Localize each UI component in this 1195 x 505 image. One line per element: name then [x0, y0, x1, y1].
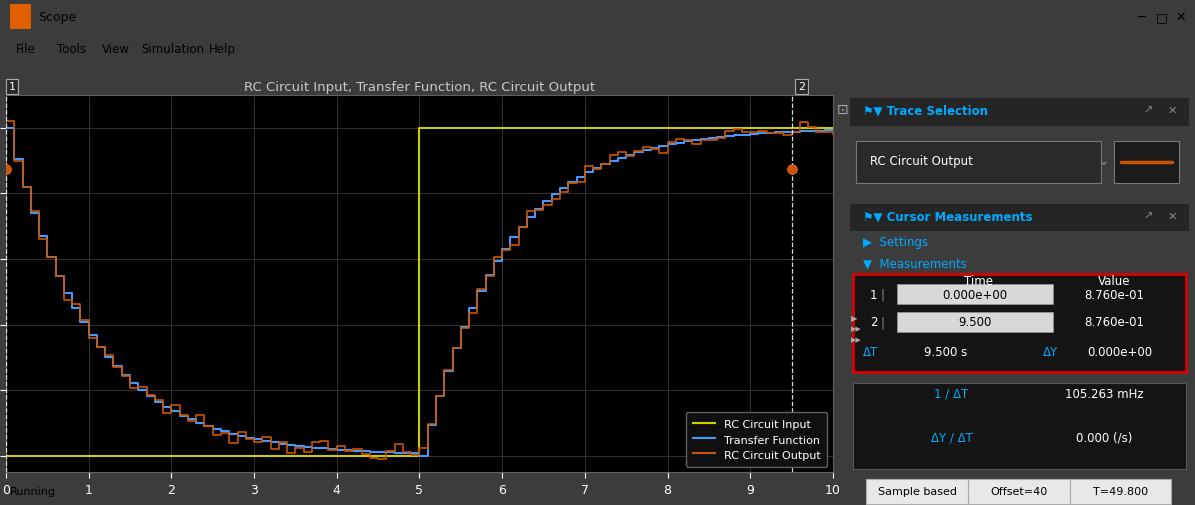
Text: RC Circuit Output: RC Circuit Output — [870, 155, 973, 167]
Bar — [850, 205, 1189, 231]
Text: Scope: Scope — [38, 11, 76, 24]
Text: |: | — [881, 316, 884, 328]
Text: Tools: Tools — [57, 43, 86, 56]
Bar — [853, 275, 1185, 372]
Text: Value: Value — [1098, 275, 1130, 288]
Text: ↗: ↗ — [1144, 106, 1153, 116]
Legend: RC Circuit Input, Transfer Function, RC Circuit Output: RC Circuit Input, Transfer Function, RC … — [686, 412, 827, 467]
Text: 9.500: 9.500 — [958, 316, 992, 328]
Text: ΔY: ΔY — [1043, 345, 1059, 358]
Text: 2: 2 — [870, 316, 877, 328]
Text: 9.500 s: 9.500 s — [924, 345, 968, 358]
Bar — [968, 479, 1070, 503]
Text: File: File — [16, 43, 36, 56]
Bar — [10, 6, 31, 30]
Text: Running: Running — [10, 486, 55, 496]
Text: Time: Time — [964, 275, 993, 288]
Text: ✕: ✕ — [1168, 212, 1177, 221]
Text: □: □ — [1156, 11, 1168, 24]
Text: ↗: ↗ — [1144, 212, 1153, 221]
Text: ⚑▼ Cursor Measurements: ⚑▼ Cursor Measurements — [863, 210, 1032, 223]
Text: ▶: ▶ — [851, 314, 858, 322]
Text: 0.000 (/s): 0.000 (/s) — [1076, 430, 1133, 443]
Text: ▶  Settings: ▶ Settings — [863, 236, 929, 248]
Bar — [897, 285, 1053, 305]
Text: Help: Help — [209, 43, 235, 56]
Text: 0.000e+00: 0.000e+00 — [943, 288, 1007, 301]
Text: 2: 2 — [798, 82, 805, 92]
Bar — [866, 479, 968, 503]
Text: Simulation: Simulation — [141, 43, 204, 56]
Text: ✕: ✕ — [1176, 11, 1185, 24]
Text: ✕: ✕ — [1168, 106, 1177, 116]
Text: Offset=40: Offset=40 — [991, 486, 1048, 496]
Text: Sample based: Sample based — [878, 486, 957, 496]
Text: ─: ─ — [1138, 11, 1145, 24]
Text: 1: 1 — [8, 82, 16, 92]
Text: ▶▶: ▶▶ — [851, 336, 862, 342]
Text: 0.000e+00: 0.000e+00 — [1087, 345, 1152, 358]
Text: ⚑▼ Trace Selection: ⚑▼ Trace Selection — [863, 104, 988, 117]
Text: 8.760e-01: 8.760e-01 — [1084, 316, 1145, 328]
Text: 8.760e-01: 8.760e-01 — [1084, 288, 1145, 301]
Text: ▶▶: ▶▶ — [851, 326, 862, 332]
Bar — [897, 312, 1053, 332]
Text: 1: 1 — [870, 288, 877, 301]
Bar — [1070, 479, 1171, 503]
Text: 1 / ΔT: 1 / ΔT — [934, 387, 969, 400]
Text: |: | — [881, 288, 884, 301]
Text: 105.263 mHz: 105.263 mHz — [1065, 387, 1144, 400]
Text: View: View — [102, 43, 129, 56]
Text: ⌄: ⌄ — [1097, 154, 1109, 168]
Text: ΔY / ΔT: ΔY / ΔT — [931, 430, 973, 443]
Text: ▼  Measurements: ▼ Measurements — [863, 257, 967, 270]
Bar — [853, 383, 1185, 469]
Title: RC Circuit Input, Transfer Function, RC Circuit Output: RC Circuit Input, Transfer Function, RC … — [244, 80, 595, 93]
Text: T=49.800: T=49.800 — [1093, 486, 1148, 496]
Text: ΔT: ΔT — [863, 345, 878, 358]
Text: ⊡: ⊡ — [836, 103, 848, 117]
